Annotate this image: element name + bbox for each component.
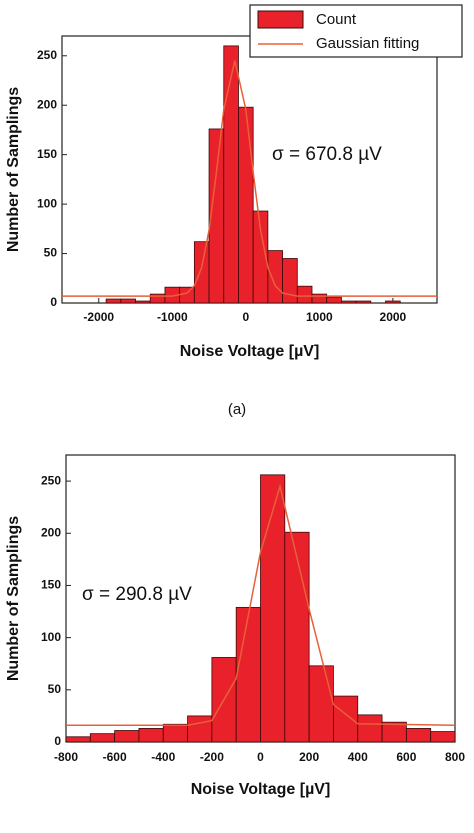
bar: [120, 298, 136, 304]
x-tick-label: 0: [242, 310, 249, 324]
y-tick-label: 0: [50, 295, 57, 309]
bar: [430, 731, 456, 743]
bar: [223, 45, 239, 304]
y-tick-label: 100: [41, 630, 61, 644]
bar: [193, 241, 210, 304]
y-tick-label: 200: [37, 97, 57, 111]
y-tick-label: 50: [44, 246, 58, 260]
x-tick-label: 0: [257, 750, 264, 764]
bar: [341, 300, 357, 304]
x-axis-label: Noise Voltage [µV]: [191, 781, 331, 798]
bar: [284, 531, 310, 743]
bar: [282, 258, 298, 304]
bar: [333, 695, 359, 743]
y-tick-label: 0: [54, 734, 61, 748]
annotation: σ = 670.8 µV: [272, 144, 382, 165]
legend-label: Gaussian fitting: [316, 35, 419, 52]
bar: [105, 298, 122, 304]
bar: [235, 606, 261, 743]
x-tick-label: -1000: [157, 310, 188, 324]
bar: [238, 106, 254, 304]
bar: [65, 736, 91, 743]
bar: [135, 300, 151, 304]
x-tick-label: -200: [200, 750, 224, 764]
x-tick-label: 400: [348, 750, 368, 764]
y-tick-label: 200: [41, 525, 61, 539]
annotation: σ = 290.8 µV: [82, 584, 192, 605]
bar: [296, 285, 313, 304]
x-tick-label: 1000: [306, 310, 333, 324]
bar: [267, 250, 283, 304]
x-tick-label: 2000: [380, 310, 407, 324]
caption: (a): [228, 401, 246, 418]
bar: [308, 665, 334, 743]
y-tick-label: 250: [41, 473, 61, 487]
bar: [179, 286, 195, 304]
bar: [162, 723, 188, 743]
y-tick-label: 150: [37, 147, 57, 161]
bar: [138, 728, 164, 743]
y-tick-label: 50: [48, 682, 62, 696]
fit-line: [66, 483, 456, 727]
x-tick-label: 600: [396, 750, 416, 764]
bar: [326, 296, 342, 304]
y-tick-label: 150: [41, 578, 61, 592]
x-tick-label: -600: [103, 750, 127, 764]
bar: [260, 474, 286, 743]
fit-line: [62, 60, 437, 297]
x-axis-label: Noise Voltage [µV]: [180, 343, 320, 360]
y-axis-label: Number of Samplings: [5, 516, 22, 681]
bar: [114, 730, 140, 743]
bar: [405, 728, 432, 743]
bar: [385, 300, 401, 304]
x-tick-label: -400: [151, 750, 175, 764]
legend-swatch: [257, 10, 304, 29]
x-tick-label: -800: [54, 750, 78, 764]
y-axis-label: Number of Samplings: [5, 87, 22, 252]
bar: [357, 714, 383, 743]
bar: [89, 733, 116, 743]
x-tick-label: 800: [445, 750, 465, 764]
bar: [355, 300, 372, 304]
x-tick-label: 200: [299, 750, 319, 764]
legend-label: Count: [316, 11, 357, 28]
y-tick-label: 100: [37, 196, 57, 210]
y-tick-label: 250: [37, 48, 57, 62]
x-tick-label: -2000: [83, 310, 114, 324]
bar: [187, 715, 213, 743]
